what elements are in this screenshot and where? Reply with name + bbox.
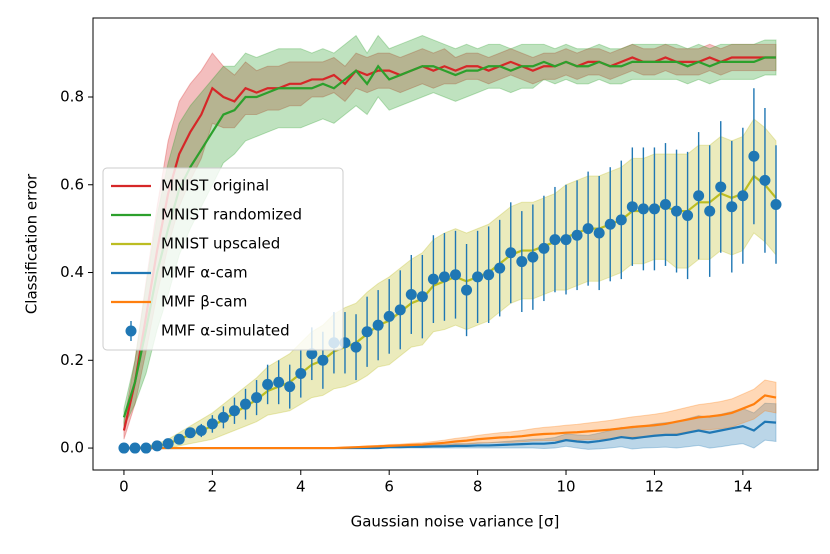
point [759,174,771,186]
point [715,181,727,193]
point [228,405,240,417]
point [726,201,738,213]
point [262,378,274,390]
point [626,201,638,213]
point [516,256,528,268]
point [549,234,561,246]
point [427,273,439,285]
point [317,354,329,366]
point [118,442,130,454]
point [361,326,373,338]
point [383,310,395,322]
point [659,199,671,211]
point [240,398,252,410]
point [129,442,141,454]
point [604,218,616,230]
y-tick-label: 0.2 [60,351,84,369]
point [648,203,660,215]
x-axis-label: Gaussian noise variance [σ] [351,513,560,531]
point [195,425,207,437]
point [505,247,517,259]
point [704,205,716,217]
point [770,199,782,211]
plot [118,34,782,454]
series-line [122,56,777,418]
x-tick-label: 10 [556,478,575,496]
y-tick-label: 0.0 [60,439,84,457]
legend-box [102,167,344,351]
point [461,284,473,296]
legend-label: MNIST upscaled [161,235,280,253]
point [637,203,649,215]
point [162,438,174,450]
legend-swatch [125,325,137,337]
point [593,227,605,239]
y-tick-label: 0.8 [60,87,84,105]
x-tick-label: 2 [208,478,218,496]
point [173,433,185,445]
x-tick-label: 12 [645,478,664,496]
point [405,288,417,300]
point [416,291,428,303]
legend-label: MNIST original [161,177,269,195]
x-tick-label: 14 [733,478,752,496]
y-tick-label: 0.6 [60,175,84,193]
point [273,376,285,388]
legend-label: MMF β-cam [161,293,247,311]
error-band [123,34,777,427]
point [372,319,384,331]
point [737,190,749,202]
point [140,442,152,454]
point [682,209,694,221]
point [284,381,296,393]
y-axis-label: Classification error [23,173,41,314]
point [571,229,583,241]
point [483,269,495,281]
point [582,223,594,235]
legend-label: MNIST randomized [161,206,302,224]
point [560,234,572,246]
point [527,251,539,263]
point [206,418,218,430]
x-tick-label: 6 [384,478,394,496]
point [538,242,550,254]
point [306,348,318,360]
point [251,392,263,404]
point [217,411,229,423]
y-tick-label: 0.4 [60,263,84,281]
legend-label: MMF α-simulated [161,322,290,340]
x-tick-label: 0 [119,478,129,496]
point [450,269,461,281]
point [671,205,683,217]
plot-frame [92,17,819,471]
point [748,150,760,162]
error-band [123,43,777,440]
point [438,271,450,283]
legend-label: MMF α-cam [161,264,248,282]
point [184,427,196,439]
point [472,271,484,283]
point [494,262,506,274]
point [295,367,307,379]
x-tick-label: 8 [473,478,483,496]
point [615,214,627,226]
x-tick-label: 4 [296,478,306,496]
point [394,304,406,316]
series-line [122,56,777,431]
point [350,341,362,353]
series-line [123,394,777,450]
point [693,190,705,202]
point [151,440,163,452]
